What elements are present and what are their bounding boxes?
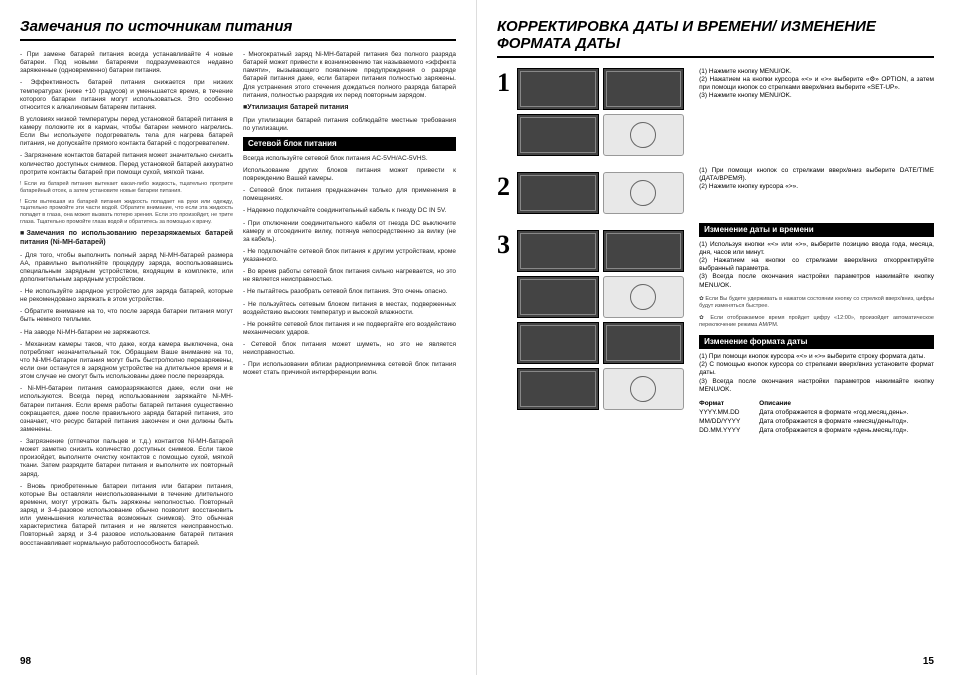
para: - При использовании вблизи радиоприемник… [243, 361, 456, 377]
para: - Вновь приобретенные батареи питания ил… [20, 483, 233, 548]
para: - Сетевой блок питания предназначен толь… [243, 187, 456, 203]
left-title-row: Замечания по источникам питания [20, 18, 456, 41]
fmt-code: YYYY.MM.DD [699, 409, 759, 417]
lcd-screen [517, 114, 599, 156]
step1-screens [517, 68, 687, 160]
lcd-screen [517, 276, 599, 318]
fmt-desc: Дата отображается в формате «день.месяц.… [759, 427, 934, 435]
format-header: Формат Описание [699, 400, 934, 408]
para: - На заводе Ni-MH-батареи не заряжаются. [20, 329, 233, 337]
step-number: 1 [497, 68, 517, 98]
format-row: YYYY.MM.DD Дата отображается в формате «… [699, 409, 934, 417]
note: ✿ Если Вы будете удерживать в нажатом со… [699, 296, 934, 310]
lcd-screen [603, 322, 685, 364]
fmt-desc: Дата отображается в формате «месяц/день/… [759, 418, 934, 426]
control-dial [603, 368, 685, 410]
lcd-screen [603, 68, 685, 110]
fmt-code: DD.MM.YYYY [699, 427, 759, 435]
fmt-code: MM/DD/YYYY [699, 418, 759, 426]
para: В условиях низкой температуры перед уста… [20, 116, 233, 149]
para: - Во время работы сетевой блок питания с… [243, 268, 456, 284]
fmt-desc: Дата отображается в формате «год.месяц.д… [759, 409, 934, 417]
lcd-screen [603, 230, 685, 272]
step-number: 2 [497, 172, 517, 202]
para: - Механизм камеры таков, что даже, когда… [20, 341, 233, 382]
lcd-screen [517, 68, 599, 110]
para: - Ni-MH-батареи питания саморазряжаются … [20, 385, 233, 434]
lcd-screen [517, 322, 599, 364]
lcd-screen [517, 230, 599, 272]
para: Всегда используйте сетевой блок питания … [243, 155, 456, 163]
control-dial [603, 114, 685, 156]
left-page: Замечания по источникам питания - При за… [0, 0, 477, 675]
left-col1: - При замене батарей питания всегда уста… [20, 51, 233, 552]
step-1: 1 [497, 68, 689, 160]
para: - Обратите внимание на то, что после зар… [20, 308, 233, 324]
para: - Надежно подключайте соединительный каб… [243, 207, 456, 215]
para: - При замене батарей питания всегда уста… [20, 51, 233, 75]
right-col-left: 1 2 3 [497, 68, 689, 436]
right-columns: 1 2 3 [497, 68, 934, 436]
para: - Загрязнение контактов батарей питания … [20, 152, 233, 176]
page-spread: Замечания по источникам питания - При за… [0, 0, 954, 675]
right-title: КОРРЕКТИРОВКА ДАТЫ И ВРЕМЕНИ/ ИЗМЕНЕНИЕ … [497, 18, 934, 52]
step1-text: (1) Нажмите кнопку MENU/OK. (2) Нажатием… [699, 68, 934, 101]
para: - Загрязнение (отпечатки пальцев и т.д.)… [20, 438, 233, 479]
section-head: Изменение даты и времени [699, 223, 934, 237]
left-title: Замечания по источникам питания [20, 18, 456, 35]
step-3: 3 [497, 230, 689, 414]
step-number: 3 [497, 230, 517, 260]
control-dial [603, 172, 685, 214]
right-title-row: КОРРЕКТИРОВКА ДАТЫ И ВРЕМЕНИ/ ИЗМЕНЕНИЕ … [497, 18, 934, 58]
left-columns: - При замене батарей питания всегда уста… [20, 51, 456, 552]
para: - При отключении соединительного кабеля … [243, 220, 456, 244]
para: При утилизации батарей питания соблюдайт… [243, 117, 456, 133]
fmt-col-label: Описание [759, 400, 934, 408]
para: - Для того, чтобы выполнить полный заряд… [20, 252, 233, 285]
lcd-screen [517, 368, 599, 410]
page-number-left: 98 [20, 656, 31, 667]
para: - Сетевой блок питания может шуметь, но … [243, 341, 456, 357]
right-col-right: (1) Нажмите кнопку MENU/OK. (2) Нажатием… [699, 68, 934, 436]
left-col2: - Многократный заряд Ni-MH-батарей питан… [243, 51, 456, 552]
step4-text: (1) При помощи кнопок курсора «<» и «>» … [699, 353, 934, 394]
para: - Многократный заряд Ni-MH-батарей питан… [243, 51, 456, 100]
step2-text: (1) При помощи кнопок со стрелками вверх… [699, 167, 934, 191]
page-number-right: 15 [923, 656, 934, 667]
section-head: Сетевой блок питания [243, 137, 456, 151]
lcd-screen [517, 172, 599, 214]
format-row: MM/DD/YYYY Дата отображается в формате «… [699, 418, 934, 426]
para: - Не роняйте сетевой блок питания и не п… [243, 321, 456, 337]
step3-screens [517, 230, 687, 414]
para: Использование других блоков питания може… [243, 167, 456, 183]
note: ! Если вытекшая из батарей питания жидко… [20, 199, 233, 227]
para: - Не пользуйтесь сетевым блоком питания … [243, 301, 456, 317]
fmt-col-label: Формат [699, 400, 759, 408]
control-dial [603, 276, 685, 318]
right-page: КОРРЕКТИРОВКА ДАТЫ И ВРЕМЕНИ/ ИЗМЕНЕНИЕ … [477, 0, 954, 675]
note: ! Если из батарей питания вытекает какая… [20, 181, 233, 195]
para: - Эффективность батарей питания снижаетс… [20, 79, 233, 112]
format-row: DD.MM.YYYY Дата отображается в формате «… [699, 427, 934, 435]
step2-screens [517, 172, 687, 218]
para: - Не используйте зарядное устройство для… [20, 288, 233, 304]
step-2: 2 [497, 172, 689, 218]
step3-text: (1) Используя кнопки «<» или «>», выбери… [699, 241, 934, 290]
note: ✿ Если отображаемое время пройдет цифру … [699, 315, 934, 329]
subheading: ■Замечания по использованию перезаряжаем… [20, 230, 233, 248]
para: - Не пытайтесь разобрать сетевой блок пи… [243, 288, 456, 296]
para: - Не подключайте сетевой блок питания к … [243, 248, 456, 264]
section-head: Изменение формата даты [699, 335, 934, 349]
subheading: ■Утилизация батарей питания [243, 104, 456, 113]
